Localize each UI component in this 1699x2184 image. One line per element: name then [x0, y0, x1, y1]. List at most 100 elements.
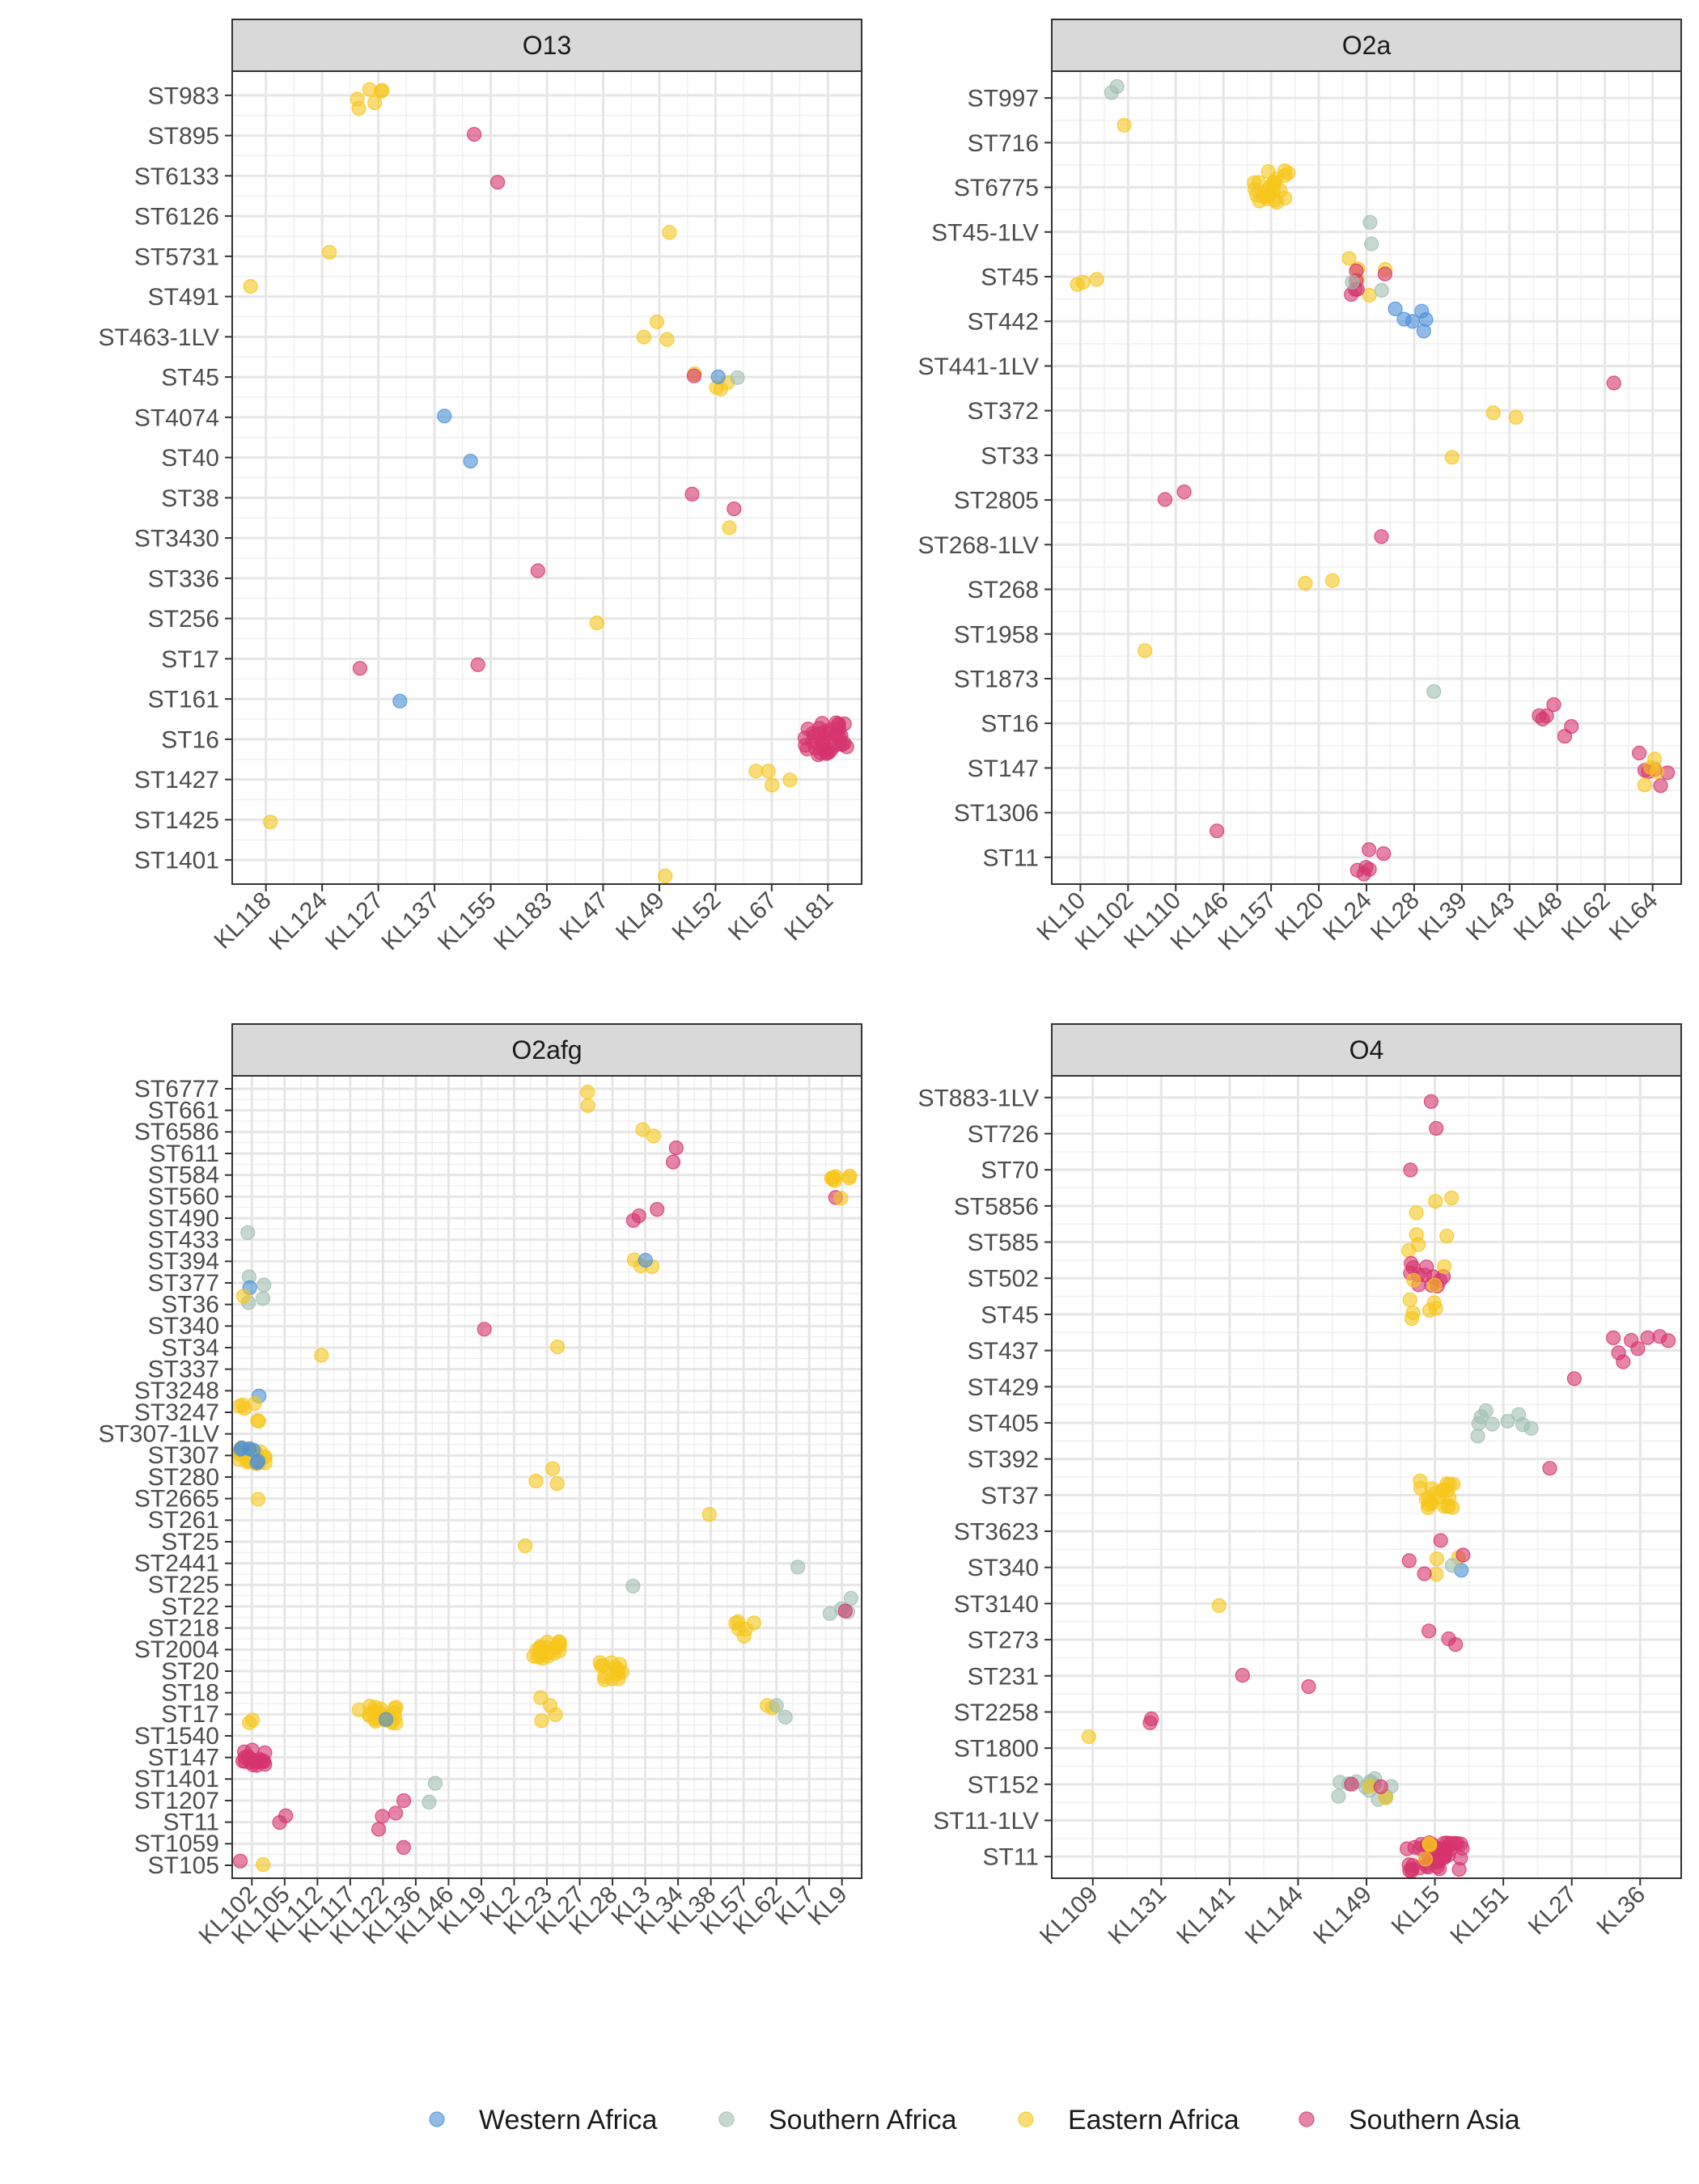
facet-strip [1051, 19, 1682, 72]
data-point [1444, 1190, 1460, 1206]
data-point [1441, 1631, 1456, 1647]
data-point [625, 1213, 641, 1228]
data-point [1211, 1598, 1227, 1614]
data-point [263, 815, 278, 830]
data-point [240, 1225, 256, 1240]
data-point [1403, 1162, 1418, 1178]
y-tick-label: ST25 [161, 1529, 219, 1555]
data-point [1406, 1272, 1421, 1288]
points [243, 82, 854, 884]
data-point [580, 1084, 595, 1100]
data-point [314, 1348, 329, 1363]
x-tick-label: KL62 [1557, 887, 1616, 946]
y-tick-label: ST394 [148, 1248, 219, 1275]
data-point [1116, 117, 1132, 133]
data-point [1557, 729, 1573, 744]
data-point [517, 1538, 533, 1554]
y-tick-label: ST307-1LV [98, 1420, 219, 1447]
data-point [1616, 1354, 1631, 1369]
y-tick-label: ST441-1LV [917, 353, 1039, 380]
data-point [1260, 191, 1275, 206]
data-point [738, 1621, 753, 1637]
data-point [799, 741, 815, 757]
x-tick-label: KL52 [667, 887, 726, 946]
data-point [388, 1805, 404, 1821]
y-tick-label: ST491 [148, 284, 219, 311]
x-tick-label: KL9 [803, 1881, 853, 1931]
legend-key [1299, 2111, 1315, 2127]
y-tick-label: ST17 [161, 1701, 219, 1728]
facet-strip [231, 1023, 862, 1077]
data-point [1109, 78, 1125, 95]
x-tick-label: KL48 [1509, 887, 1568, 946]
data-point [790, 1560, 806, 1575]
data-point [730, 370, 745, 385]
x-tick-label: KL124 [264, 887, 333, 956]
data-point [1176, 484, 1192, 500]
y-tick-label: ST6586 [134, 1119, 219, 1145]
y-tick-label: ST392 [968, 1446, 1039, 1473]
y-tick-label: ST45 [161, 365, 219, 392]
data-point [1414, 303, 1430, 319]
data-point [1277, 163, 1293, 179]
y-tick-label: ST3248 [134, 1378, 219, 1404]
data-point [625, 1578, 641, 1594]
data-point [815, 735, 830, 751]
x-tick-label: KL27 [1523, 1881, 1582, 1941]
legend-label: Western Africa [479, 2105, 658, 2135]
y-tick-label: ST18 [161, 1679, 219, 1706]
data-point [422, 1794, 437, 1809]
y-tick-label: ST1427 [134, 767, 219, 794]
y-tick-label: ST20 [161, 1658, 219, 1685]
data-point [1341, 251, 1357, 266]
legend: Western Africa Southern Africa Eastern Afr… [429, 2105, 1520, 2135]
data-point [1605, 1330, 1621, 1346]
y-tick-label: ST38 [161, 485, 219, 512]
y-tick-label: ST1207 [134, 1788, 219, 1814]
y-tick-label: ST1401 [134, 848, 219, 874]
data-point [437, 408, 452, 424]
x-tick-label: KL20 [1270, 887, 1329, 946]
facet-strip [1051, 1023, 1682, 1077]
data-point [375, 1809, 390, 1824]
x-tick-label: KL141 [1172, 1881, 1240, 1950]
data-point [256, 1277, 272, 1293]
y-tick-label: ST5731 [134, 243, 219, 270]
data-point [1157, 492, 1173, 507]
y-tick-label: ST1401 [134, 1766, 219, 1792]
data-point [232, 1853, 248, 1869]
data-point [256, 1857, 271, 1873]
legend-key [718, 2111, 735, 2127]
data-point [1362, 861, 1377, 877]
facet-panel-O2a: O2a ST11 ST1306 ST147 ST16 ST1873 ST1958 ST268 S… [917, 19, 1682, 955]
data-point [1331, 1788, 1346, 1804]
data-point [1424, 1481, 1439, 1496]
data-point [1542, 1461, 1557, 1476]
data-point [1455, 1547, 1471, 1563]
x-tick-label: KL39 [1413, 887, 1472, 946]
data-point [546, 1645, 562, 1661]
facet-panels: O13 ST1401 ST1425 ST1427 ST16 ST161 ST17 ST256 S… [98, 19, 1682, 1950]
y-tick-label: ST33 [981, 442, 1039, 469]
data-point [1361, 842, 1377, 857]
data-point [1631, 745, 1647, 761]
data-point [684, 486, 700, 502]
data-point [727, 501, 742, 517]
data-point [1624, 1332, 1639, 1348]
data-point [837, 1603, 853, 1619]
data-point [1374, 529, 1389, 544]
data-point [250, 1413, 265, 1428]
y-tick-label: ST3140 [954, 1591, 1039, 1618]
data-point [1500, 1413, 1515, 1429]
data-point [235, 1440, 250, 1456]
data-point [1445, 1500, 1460, 1515]
legend-item: Eastern Africa [1018, 2105, 1239, 2135]
y-tick-label: ST6126 [134, 204, 219, 231]
data-point [761, 764, 776, 779]
y-tick-label: ST983 [148, 83, 219, 109]
facet-panel-O13: O13 ST1401 ST1425 ST1427 ST16 ST161 ST17 ST256 S… [98, 19, 862, 955]
data-point [1373, 1779, 1388, 1794]
data-point [665, 1154, 681, 1170]
data-point [1362, 287, 1377, 303]
facet-panel-O4: O4 ST11 ST11-1LV ST152 ST1800 ST2258 ST231 ST27… [917, 1023, 1682, 1950]
